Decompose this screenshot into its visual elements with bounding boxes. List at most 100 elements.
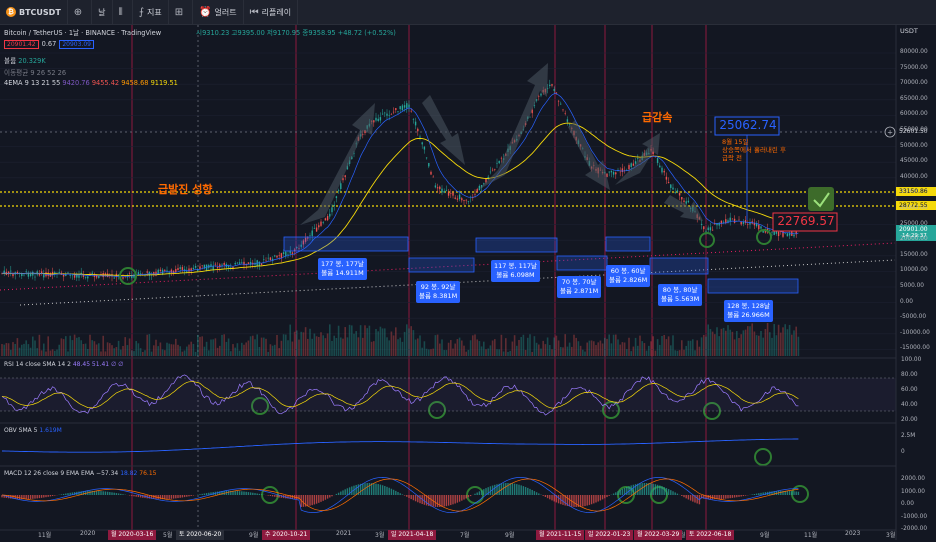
candle-body (235, 263, 236, 264)
macd-histogram-bar (386, 487, 387, 495)
macd-histogram-bar (191, 495, 192, 496)
volume-bar (270, 344, 272, 356)
time-axis-label: 9월 (249, 530, 258, 539)
candle-body (710, 227, 711, 230)
check-box (808, 187, 834, 211)
volume-bar (564, 334, 566, 356)
macd-histogram-bar (182, 495, 183, 497)
volume-bar (767, 323, 769, 356)
volume-bar (281, 341, 283, 356)
candle-body (461, 198, 462, 200)
macd-histogram-bar (470, 495, 471, 496)
indicator-tick-label: -1000.00 (901, 514, 927, 520)
candle-body (259, 262, 260, 266)
macd-histogram-bar (536, 492, 537, 495)
volume-bar (540, 349, 542, 356)
interval-button[interactable]: 날 (92, 0, 112, 24)
ask-badge[interactable]: 20903.09 (59, 40, 94, 49)
candle-body (611, 171, 612, 173)
candle-body (637, 158, 638, 159)
volume-bar (721, 329, 723, 356)
volume-bar (45, 352, 47, 356)
volume-bar (12, 342, 14, 356)
macd-histogram-bar (615, 492, 616, 495)
volume-bar (507, 352, 509, 356)
time-axis-label: 9월 (505, 530, 514, 539)
volume-bar (56, 350, 58, 356)
candle-body (785, 234, 786, 235)
candle-body (30, 274, 31, 276)
macd-histogram-bar (626, 487, 627, 495)
macd-histogram-bar (171, 495, 172, 499)
volume-bar (309, 329, 311, 356)
candle-body (661, 168, 662, 173)
macd-histogram-bar (415, 495, 416, 501)
alert-button[interactable]: ⏰얼러트 (193, 0, 244, 24)
volume-bar (714, 334, 716, 356)
box-bars: 128 봉, 128날 (727, 302, 770, 311)
chart-style-button[interactable]: ⫴ (113, 0, 133, 24)
volume-bar (562, 347, 564, 356)
volume-bar (289, 325, 291, 356)
bid-badge[interactable]: 20901.42 (4, 40, 39, 49)
replay-button[interactable]: ⏮리플레이 (244, 0, 298, 24)
volume-bar (633, 347, 635, 356)
volume-bar (265, 339, 267, 356)
candle-body (439, 187, 440, 189)
macd-histogram-bar (512, 483, 513, 495)
macd-histogram-bar (107, 492, 108, 495)
macd-histogram-bar (483, 489, 484, 495)
volume-bar (567, 347, 569, 356)
candle-body (492, 170, 493, 171)
indicator-tick-label: 0 (901, 449, 905, 455)
volume-bar (426, 349, 428, 356)
candle-body (74, 275, 75, 277)
macd-histogram-bar (589, 495, 590, 505)
layouts-button[interactable]: ⊞ (169, 0, 193, 24)
currency-label[interactable]: USDT (900, 27, 918, 35)
symbol-search-button[interactable]: ₿ BTCUSDT (0, 0, 68, 24)
macd-histogram-bar (527, 488, 528, 495)
volume-bar (571, 347, 573, 356)
tag-33150: 33150.86 (899, 188, 928, 195)
macd-histogram-bar (606, 495, 607, 497)
chart-canvas[interactable]: + (0, 25, 936, 540)
macd-histogram-bar (529, 489, 530, 495)
box-volume: 볼륨 8.381M (419, 292, 457, 301)
volume-bar (575, 338, 577, 356)
macd-histogram-bar (600, 495, 601, 500)
candle-body (395, 108, 396, 110)
candle-body (499, 161, 500, 163)
volume-bar (307, 339, 309, 356)
candle-body (345, 175, 346, 177)
macd-histogram-bar (217, 492, 218, 495)
chart-area[interactable]: + Bitcoin / TetherUS · 1날 · BINANCE · Tr… (0, 25, 936, 540)
macd-histogram-bar (613, 493, 614, 495)
candle-body (441, 189, 442, 193)
volume-bar (397, 339, 399, 356)
volume-bar (707, 324, 709, 356)
macd-histogram-bar (712, 495, 713, 499)
price-tick-label: 70000.00 (900, 80, 928, 86)
plus-icon: + (887, 129, 893, 137)
macd-histogram-bar (650, 483, 651, 495)
volume-bar (69, 336, 71, 356)
macd-histogram-bar (745, 495, 746, 496)
macd-histogram-bar (261, 494, 262, 495)
indicators-button[interactable]: ⨍지표 (133, 0, 169, 24)
volume-bar (415, 340, 417, 356)
volume-bar (127, 345, 129, 356)
volume-bar (406, 324, 408, 356)
volume-bar (395, 327, 397, 356)
candle-body (325, 218, 326, 220)
macd-histogram-bar (303, 495, 304, 507)
macd-histogram-bar (342, 490, 343, 495)
add-symbol-button[interactable]: ⊕ (68, 0, 92, 24)
macd-histogram-bar (356, 485, 357, 495)
macd-histogram-bar (193, 495, 194, 496)
macd-histogram-bar (591, 495, 592, 504)
volume-bar (743, 330, 745, 356)
volume-bar (305, 327, 307, 356)
bitcoin-icon: ₿ (6, 7, 16, 17)
candle-body (657, 158, 658, 163)
